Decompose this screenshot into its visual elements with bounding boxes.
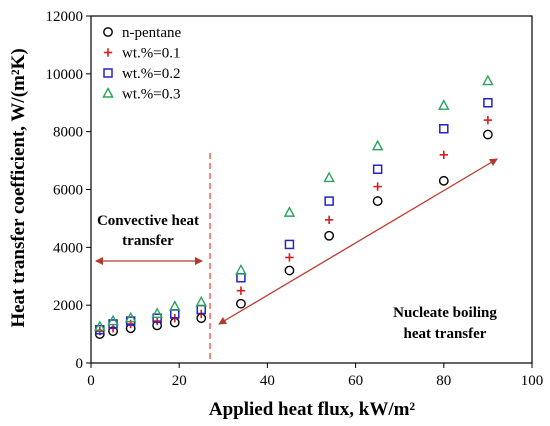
x-tick-label: 40 [260,373,275,389]
data-point [153,309,162,318]
data-point [285,240,293,248]
convective-label-line1: Convective heat [97,213,199,229]
data-point [440,177,448,185]
data-point [373,141,382,150]
data-points [95,76,492,338]
legend-label: n-pentane [122,25,181,41]
data-point [325,173,334,182]
data-point [374,165,382,173]
data-point [236,265,245,274]
x-tick-label: 20 [172,373,187,389]
data-point [484,99,492,107]
y-tick-label: 8000 [53,125,83,141]
legend-marker [104,28,112,36]
series-3 [95,76,492,330]
x-axis-title: Applied heat flux, kW/m² [209,399,416,420]
data-point [439,101,448,110]
data-point [373,197,381,205]
nucleate-range-arrow [219,159,497,324]
annotations: Convective heat transfer Nucleate boilin… [96,153,497,363]
data-point [237,287,245,295]
data-point [440,125,448,133]
y-tick-label: 2000 [53,298,83,314]
data-point [285,208,294,217]
nucleate-label-line2: heat transfer [404,326,487,342]
nucleate-label-line1: Nucleate boiling [393,305,497,321]
legend-label: wt.%=0.2 [122,66,180,82]
data-point [325,216,333,224]
data-point [285,266,293,274]
data-point [237,300,245,308]
legend-marker [104,48,112,56]
data-point [153,317,161,325]
data-point [373,182,381,190]
x-tick-label: 60 [348,373,363,389]
data-point [484,130,492,138]
x-tick-label: 0 [87,373,95,389]
legend-marker [103,89,112,98]
x-tick-label: 100 [521,373,544,389]
y-axis-title: Heat transfer coefficient, W/(m²K) [8,48,29,327]
data-point [484,116,492,124]
data-point [170,302,179,311]
legend-label: wt.%=0.3 [122,87,180,103]
y-tick-label: 12000 [46,9,84,25]
data-point [325,232,333,240]
x-tick-label: 80 [436,373,451,389]
data-point [440,151,448,159]
convective-label-line2: transfer [122,233,174,249]
legend: n-pentane wt.%=0.1 wt.%=0.2 wt.%=0.3 [103,25,181,103]
y-tick-label: 0 [76,356,84,372]
y-tick-label: 10000 [46,67,84,83]
data-point [237,274,245,282]
y-tick-label: 4000 [53,240,83,256]
data-point [197,297,206,306]
y-tick-label: 6000 [53,183,83,199]
legend-marker [104,69,112,77]
data-point [325,197,333,205]
data-point [483,76,492,85]
data-point [285,253,293,261]
legend-label: wt.%=0.1 [122,46,180,62]
